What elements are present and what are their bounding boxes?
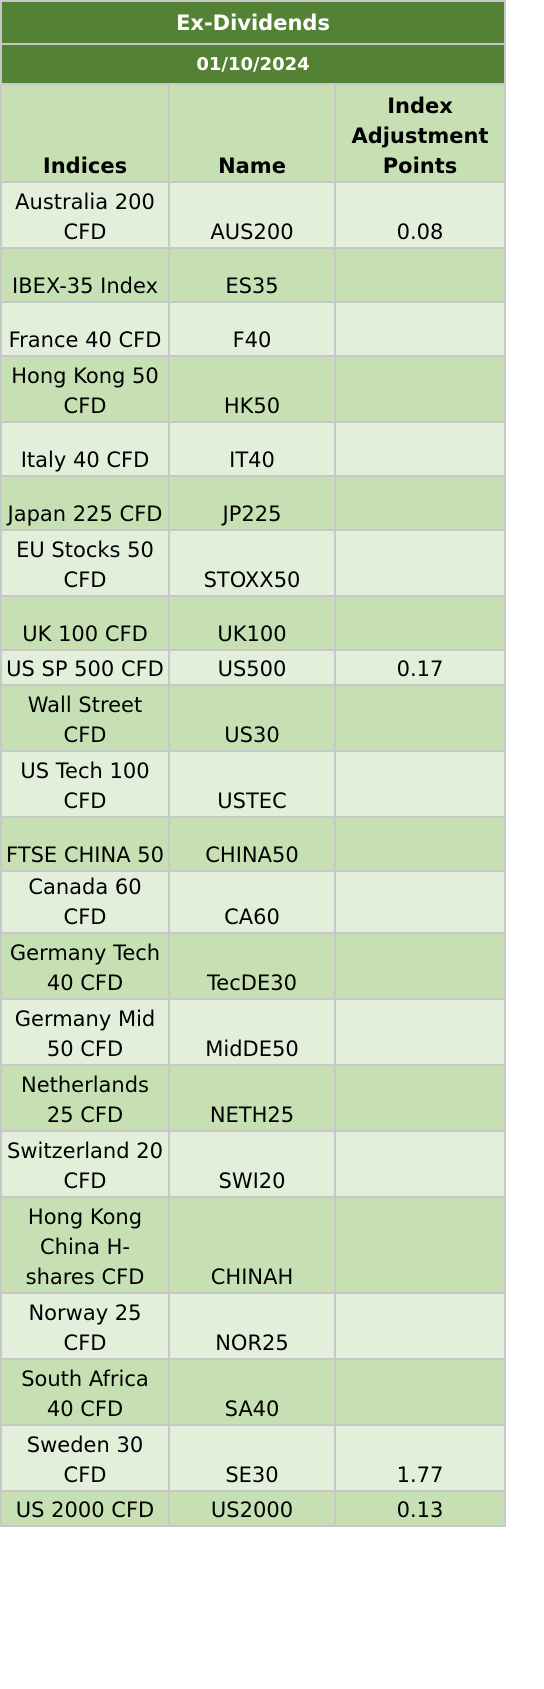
cell-index[interactable]: US Tech 100 CFD (0, 750, 170, 818)
cell-name[interactable]: TecDE30 (168, 932, 336, 1000)
table-row: US Tech 100 CFD USTEC (0, 750, 507, 818)
table-row: Canada 60 CFD CA60 (0, 870, 507, 934)
table-row: EU Stocks 50 CFD STOXX50 (0, 529, 507, 597)
cell-points[interactable] (333, 355, 507, 423)
header-index-adjustment-points[interactable]: Index Adjustment Points (333, 83, 507, 183)
cell-name[interactable]: CHINAH (168, 1196, 336, 1294)
table-row: South Africa 40 CFD SA40 (0, 1358, 507, 1426)
cell-points[interactable] (333, 998, 507, 1066)
cell-index[interactable]: US 2000 CFD (0, 1490, 170, 1527)
table-row: Wall Street CFD US30 (0, 684, 507, 752)
table-row: UK 100 CFD UK100 (0, 595, 507, 651)
cell-name[interactable]: NETH25 (168, 1064, 336, 1132)
table-row: Sweden 30 CFD SE30 1.77 (0, 1424, 507, 1492)
cell-index[interactable]: Switzerland 20 CFD (0, 1130, 170, 1198)
cell-index[interactable]: Australia 200 CFD (0, 181, 170, 249)
cell-index[interactable]: Japan 225 CFD (0, 475, 170, 531)
cell-name[interactable]: AUS200 (168, 181, 336, 249)
table-row: Netherlands 25 CFD NETH25 (0, 1064, 507, 1132)
cell-points[interactable] (333, 750, 507, 818)
cell-name[interactable]: CA60 (168, 870, 336, 934)
ex-dividends-table: Ex-Dividends 01/10/2024 Indices Name Ind… (0, 0, 507, 1527)
cell-points[interactable] (333, 1130, 507, 1198)
cell-points[interactable] (333, 870, 507, 934)
cell-name[interactable]: ES35 (168, 247, 336, 303)
cell-points[interactable] (333, 1292, 507, 1360)
sheet-date[interactable]: 01/10/2024 (0, 43, 507, 85)
cell-index[interactable]: US SP 500 CFD (0, 649, 170, 686)
cell-index[interactable]: FTSE CHINA 50 (0, 816, 170, 872)
cell-name[interactable]: US2000 (168, 1490, 336, 1527)
table-row: Germany Tech 40 CFD TecDE30 (0, 932, 507, 1000)
cell-name[interactable]: SWI20 (168, 1130, 336, 1198)
cell-name[interactable]: HK50 (168, 355, 336, 423)
cell-index[interactable]: Germany Tech 40 CFD (0, 932, 170, 1000)
cell-index[interactable]: EU Stocks 50 CFD (0, 529, 170, 597)
cell-points[interactable] (333, 529, 507, 597)
cell-points[interactable] (333, 247, 507, 303)
date-row: 01/10/2024 (0, 43, 507, 85)
cell-name[interactable]: JP225 (168, 475, 336, 531)
cell-name[interactable]: USTEC (168, 750, 336, 818)
cell-points[interactable] (333, 1358, 507, 1426)
cell-index[interactable]: Hong Kong 50 CFD (0, 355, 170, 423)
cell-points[interactable] (333, 1196, 507, 1294)
cell-index[interactable]: Germany Mid 50 CFD (0, 998, 170, 1066)
cell-points[interactable] (333, 684, 507, 752)
table-row: Hong Kong 50 CFD HK50 (0, 355, 507, 423)
cell-index[interactable]: IBEX-35 Index (0, 247, 170, 303)
cell-points[interactable]: 0.17 (333, 649, 507, 686)
cell-index[interactable]: South Africa 40 CFD (0, 1358, 170, 1426)
header-indices[interactable]: Indices (0, 83, 170, 183)
cell-index[interactable]: Italy 40 CFD (0, 421, 170, 477)
cell-name[interactable]: NOR25 (168, 1292, 336, 1360)
cell-name[interactable]: US500 (168, 649, 336, 686)
cell-name[interactable]: IT40 (168, 421, 336, 477)
table-row: Switzerland 20 CFD SWI20 (0, 1130, 507, 1198)
table-row: Australia 200 CFD AUS200 0.08 (0, 181, 507, 249)
cell-points[interactable] (333, 932, 507, 1000)
cell-index[interactable]: Norway 25 CFD (0, 1292, 170, 1360)
cell-points[interactable] (333, 421, 507, 477)
cell-points[interactable] (333, 1064, 507, 1132)
cell-name[interactable]: UK100 (168, 595, 336, 651)
cell-points[interactable] (333, 301, 507, 357)
table-row: Hong Kong China H-shares CFD CHINAH (0, 1196, 507, 1294)
title-row: Ex-Dividends (0, 0, 507, 45)
table-row: US SP 500 CFD US500 0.17 (0, 649, 507, 686)
cell-name[interactable]: SA40 (168, 1358, 336, 1426)
cell-name[interactable]: MidDE50 (168, 998, 336, 1066)
cell-name[interactable]: STOXX50 (168, 529, 336, 597)
cell-index[interactable]: Netherlands 25 CFD (0, 1064, 170, 1132)
sheet-title[interactable]: Ex-Dividends (0, 0, 507, 45)
cell-points[interactable]: 0.13 (333, 1490, 507, 1527)
table-row: Japan 225 CFD JP225 (0, 475, 507, 531)
table-row: FTSE CHINA 50 CHINA50 (0, 816, 507, 872)
cell-index[interactable]: UK 100 CFD (0, 595, 170, 651)
cell-index[interactable]: Canada 60 CFD (0, 870, 170, 934)
cell-points[interactable] (333, 475, 507, 531)
cell-index[interactable]: Wall Street CFD (0, 684, 170, 752)
header-row: Indices Name Index Adjustment Points (0, 83, 507, 183)
cell-index[interactable]: France 40 CFD (0, 301, 170, 357)
cell-name[interactable]: CHINA50 (168, 816, 336, 872)
table-row: France 40 CFD F40 (0, 301, 507, 357)
cell-points[interactable]: 1.77 (333, 1424, 507, 1492)
table-row: US 2000 CFD US2000 0.13 (0, 1490, 507, 1527)
cell-name[interactable]: SE30 (168, 1424, 336, 1492)
table-row: Italy 40 CFD IT40 (0, 421, 507, 477)
header-name[interactable]: Name (168, 83, 336, 183)
cell-name[interactable]: F40 (168, 301, 336, 357)
cell-points[interactable] (333, 595, 507, 651)
cell-index[interactable]: Sweden 30 CFD (0, 1424, 170, 1492)
cell-points[interactable]: 0.08 (333, 181, 507, 249)
cell-index[interactable]: Hong Kong China H-shares CFD (0, 1196, 170, 1294)
table-row: Norway 25 CFD NOR25 (0, 1292, 507, 1360)
cell-points[interactable] (333, 816, 507, 872)
table-row: IBEX-35 Index ES35 (0, 247, 507, 303)
cell-name[interactable]: US30 (168, 684, 336, 752)
table-row: Germany Mid 50 CFD MidDE50 (0, 998, 507, 1066)
